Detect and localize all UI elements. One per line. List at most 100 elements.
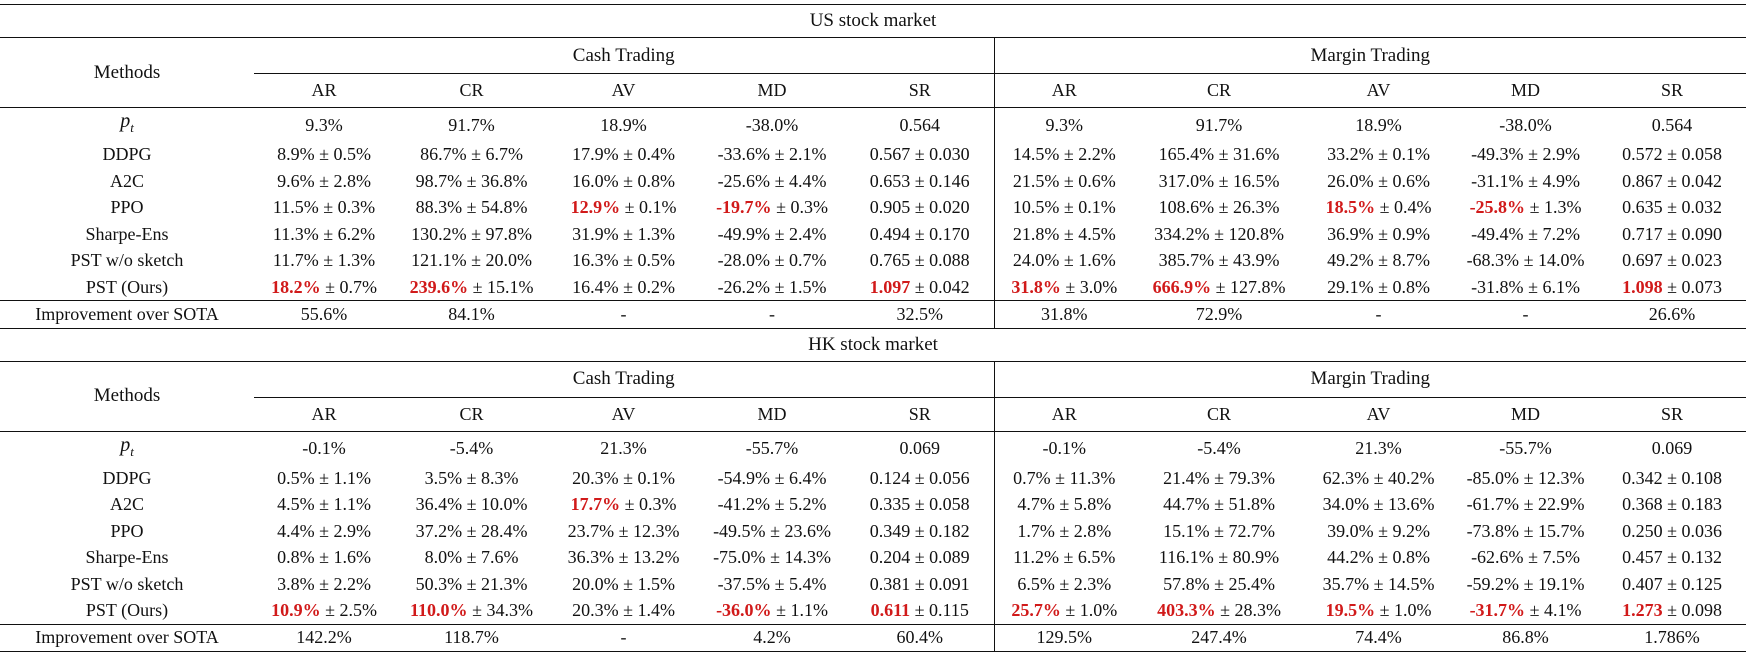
cell-std: ± 0.1% bbox=[1373, 144, 1430, 165]
cell-std: ± 0.5% bbox=[618, 250, 675, 271]
table-row: PPO 11.5% ± 0.3% 88.3% ± 54.8% 12.9% ± 0.1%… bbox=[0, 194, 1746, 221]
cell-value: -55.7% bbox=[1499, 438, 1552, 458]
cell-value: 130.2% bbox=[411, 223, 467, 244]
cell-value: 29.1% bbox=[1327, 276, 1374, 297]
methods-header: Methods bbox=[0, 37, 254, 108]
cell-std: ± 1.1% bbox=[771, 600, 828, 621]
cell-std: ± 0.2% bbox=[618, 276, 675, 297]
cell-std: ± 0.058 bbox=[1662, 144, 1722, 165]
improvement-value: 32.5% bbox=[846, 300, 994, 328]
cell-value: 0.407 bbox=[1622, 573, 1663, 594]
improvement-value: 247.4% bbox=[1134, 623, 1304, 652]
method-name-text: Sharpe-Ens bbox=[85, 547, 169, 568]
cell-std: ± 1.3% bbox=[1525, 197, 1582, 218]
improvement-value: 142.2% bbox=[254, 623, 394, 652]
table-cell: 4.7% ± 5.8% bbox=[993, 491, 1134, 518]
table-cell: 0.069 bbox=[846, 430, 994, 465]
cell-value: -26.2% bbox=[717, 276, 771, 297]
table-cell: 88.3% ± 54.8% bbox=[394, 194, 549, 221]
cell-std: ± 0.9% bbox=[1373, 223, 1430, 244]
cell-std: ± 1.1% bbox=[314, 467, 371, 488]
table-cell: 19.5% ± 1.0% bbox=[1304, 597, 1453, 624]
method-name-text: PST w/o sketch bbox=[70, 573, 184, 594]
table-cell: 36.3% ± 13.2% bbox=[549, 544, 698, 571]
cell-value: 3.8% bbox=[277, 573, 315, 594]
cell-value: -19.7% bbox=[716, 197, 772, 218]
cell-std: ± 10.0% bbox=[462, 494, 528, 515]
cell-value: 0.368 bbox=[1622, 494, 1663, 515]
cell-value: 1.098 bbox=[1622, 276, 1663, 297]
cell-value: 10.9% bbox=[271, 600, 321, 621]
cell-value: -25.8% bbox=[1469, 197, 1526, 218]
cell-value: 20.0% bbox=[572, 573, 619, 594]
cell-value: 34.0% bbox=[1322, 494, 1370, 515]
method-name-sub: t bbox=[130, 120, 134, 135]
cell-std: ± 43.9% bbox=[1214, 250, 1280, 271]
cell-std: ± 1.1% bbox=[314, 494, 371, 515]
metric-header-cr: CR bbox=[1206, 403, 1231, 424]
cell-std: ± 14.0% bbox=[1519, 250, 1585, 271]
table-cell: 108.6% ± 26.3% bbox=[1134, 194, 1304, 221]
table-cell: -55.7% bbox=[698, 430, 846, 465]
table-cell: 0.905 ± 0.020 bbox=[846, 194, 994, 221]
table-cell: 21.4% ± 79.3% bbox=[1134, 465, 1304, 492]
cell-value: -61.7% bbox=[1466, 494, 1520, 515]
cell-value: 1.273 bbox=[1622, 600, 1663, 621]
metric-header-ar: AR bbox=[993, 73, 1134, 108]
cell-value: 0.564 bbox=[899, 114, 941, 135]
section-title: HK stock market bbox=[0, 327, 1746, 361]
metric-header-ar: AR bbox=[993, 397, 1134, 431]
cell-std: ± 0.1% bbox=[1059, 197, 1116, 218]
table-cell: -0.1% bbox=[993, 430, 1134, 465]
table-cell: 36.9% ± 0.9% bbox=[1304, 221, 1453, 248]
cell-std: ± 7.6% bbox=[462, 547, 519, 568]
table-cell: -38.0% bbox=[1453, 107, 1598, 141]
method-name-text: PST w/o sketch bbox=[70, 250, 184, 271]
improvement-value: - bbox=[698, 300, 846, 328]
improvement-value: 55.6% bbox=[254, 300, 394, 328]
table-cell: 91.7% bbox=[1134, 107, 1304, 141]
table-cell: -68.3% ± 14.0% bbox=[1453, 247, 1598, 274]
cell-std: ± 15.7% bbox=[1519, 520, 1585, 541]
table-cell: 39.0% ± 9.2% bbox=[1304, 518, 1453, 545]
cell-std: ± 4.5% bbox=[1059, 223, 1116, 244]
cell-std: ± 1.0% bbox=[1375, 600, 1432, 621]
table-cell: 0.7% ± 11.3% bbox=[993, 464, 1134, 491]
table-cell: 0.611 ± 0.115 bbox=[846, 597, 994, 624]
table-cell: 110.0% ± 34.3% bbox=[394, 597, 549, 624]
cell-value: 39.0% bbox=[1327, 520, 1374, 541]
method-name-text: PST (Ours) bbox=[85, 600, 169, 621]
table-cell: -41.2% ± 5.2% bbox=[698, 491, 846, 518]
method-name-main: pt bbox=[120, 433, 134, 459]
improvement-value: - bbox=[549, 300, 698, 328]
cell-value: -5.4% bbox=[449, 438, 494, 458]
table-cell: 0.8% ± 1.6% bbox=[254, 544, 394, 571]
table-cell: -36.0% ± 1.1% bbox=[698, 597, 846, 624]
cell-std: ± 2.8% bbox=[1054, 520, 1112, 541]
table-row: A2C 9.6% ± 2.8% 98.7% ± 36.8% 16.0% ± 0.8% -… bbox=[0, 167, 1746, 194]
cell-value: 9.3% bbox=[305, 114, 343, 135]
cell-value: 31.9% bbox=[572, 223, 619, 244]
metric-header-row: AR CR AV MD SR AR CR AV MD SR bbox=[0, 73, 1746, 108]
table-cell: 0.407 ± 0.125 bbox=[1598, 571, 1746, 598]
cell-std: ± 0.058 bbox=[910, 494, 970, 515]
table-row: PPO 4.4% ± 2.9% 37.2% ± 28.4% 23.7% ± 12.3%… bbox=[0, 517, 1746, 545]
cell-value: 0.124 bbox=[869, 467, 911, 488]
method-name-text: DDPG bbox=[102, 467, 152, 488]
cell-value: 0.342 bbox=[1622, 467, 1663, 488]
metric-header-ar: AR bbox=[311, 80, 337, 100]
cell-value: 0.717 bbox=[1622, 223, 1663, 244]
cell-value: 10.5% bbox=[1012, 197, 1060, 218]
cell-std: ± 8.7% bbox=[1373, 250, 1430, 271]
metric-header-cr: CR bbox=[1206, 80, 1231, 100]
table-cell: -26.2% ± 1.5% bbox=[698, 274, 846, 301]
section-title: US stock market bbox=[0, 4, 1746, 38]
cell-std: ± 0.5% bbox=[314, 144, 371, 165]
table-cell: -0.1% bbox=[254, 430, 394, 465]
cell-std: ± 0.6% bbox=[1059, 170, 1116, 191]
cell-std: ± 34.3% bbox=[467, 600, 533, 621]
cell-value: 21.5% bbox=[1012, 170, 1060, 191]
method-name: pt bbox=[0, 107, 254, 141]
table-cell: 11.5% ± 0.3% bbox=[254, 194, 394, 221]
